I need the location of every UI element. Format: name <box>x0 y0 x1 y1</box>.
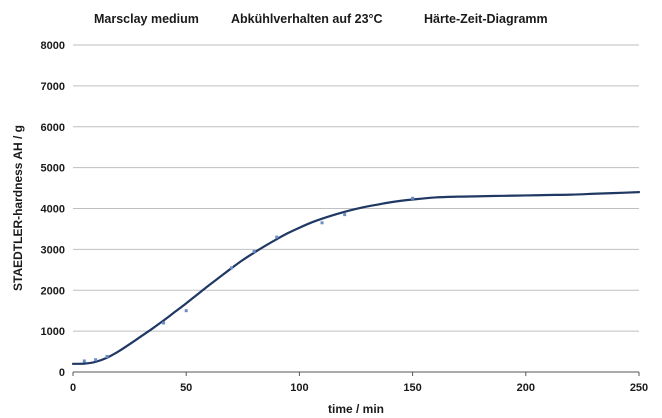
series-0-line <box>71 191 641 365</box>
y-tick-label-8000: 8000 <box>41 40 65 52</box>
data-point <box>105 354 109 358</box>
data-point <box>82 359 86 363</box>
data-point <box>229 266 233 270</box>
y-tick-label-6000: 6000 <box>41 122 65 134</box>
axis-layer: 0 1000 2000 3000 4000 5000 6000 7000 8000 0 50 100 1… <box>41 40 649 394</box>
chart-title-part-1: Marsclay medium <box>94 12 199 26</box>
x-tick-label-50: 50 <box>180 382 192 394</box>
data-point <box>184 309 188 313</box>
data-point <box>320 221 324 225</box>
x-tick-label-0: 0 <box>70 382 76 394</box>
data-point <box>343 213 347 217</box>
y-tick-label-7000: 7000 <box>41 81 65 93</box>
data-point <box>94 358 98 362</box>
x-tick-label-100: 100 <box>290 382 308 394</box>
chart-title-part-2: Abkühlverhalten auf 23°C <box>231 12 383 26</box>
grid-layer <box>73 44 639 332</box>
x-tick-label-250: 250 <box>630 382 648 394</box>
y-tick-label-4000: 4000 <box>41 204 65 216</box>
chart-title-part-3: Härte-Zeit-Diagramm <box>424 12 548 26</box>
data-point <box>275 235 279 239</box>
y-tick-label-5000: 5000 <box>41 163 65 175</box>
series-layer <box>71 191 641 365</box>
x-axis-label: time / min <box>328 402 384 416</box>
y-tick-label-1000: 1000 <box>41 326 65 338</box>
x-tick-label-200: 200 <box>517 382 535 394</box>
y-tick-label-2000: 2000 <box>41 285 65 297</box>
y-tick-label-3000: 3000 <box>41 244 65 256</box>
y-tick-label-0: 0 <box>59 367 65 379</box>
data-point <box>252 249 256 253</box>
x-tick-label-150: 150 <box>403 382 421 394</box>
data-point <box>162 321 166 325</box>
y-axis-label: STAEDTLER-hardness AH / g <box>11 125 25 291</box>
data-point <box>411 196 415 200</box>
